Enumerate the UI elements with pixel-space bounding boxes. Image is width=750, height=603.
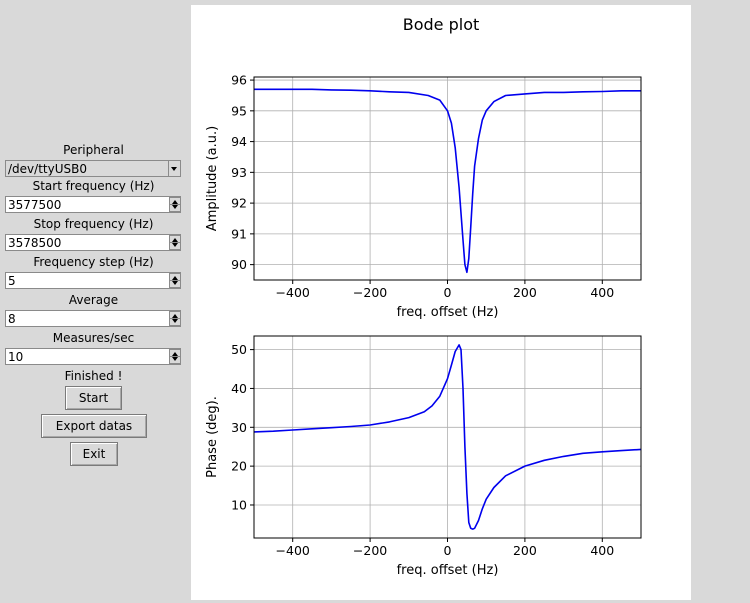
y-tick-label: 94 <box>231 134 247 149</box>
y-tick-label: 92 <box>231 196 247 211</box>
series-line <box>253 344 642 530</box>
spin-arrows-icon[interactable] <box>169 349 181 364</box>
y-tick-label: 90 <box>231 257 247 272</box>
peripheral-label: Peripheral <box>63 143 124 157</box>
x-tick-label: 200 <box>513 285 537 300</box>
x-tick-label: −200 <box>353 543 387 558</box>
y-axis-label: Phase (deg). <box>205 396 220 478</box>
chevron-down-icon[interactable] <box>168 161 180 176</box>
y-tick-label: 10 <box>231 497 247 512</box>
y-tick-label: 40 <box>231 381 247 396</box>
frequency-step-spinbox[interactable]: 5 <box>5 272 181 289</box>
x-tick-label: −200 <box>353 285 387 300</box>
measures-label: Measures/sec <box>52 331 135 345</box>
peripheral-value: /dev/ttyUSB0 <box>8 162 87 176</box>
start-button[interactable]: Start <box>65 386 122 410</box>
figure-title: Bode plot <box>402 15 480 34</box>
spin-arrows-icon[interactable] <box>169 273 181 288</box>
stop-frequency-value: 3578500 <box>8 236 62 250</box>
average-value: 8 <box>8 312 16 326</box>
y-axis-label: Amplitude (a.u.) <box>205 126 220 231</box>
start-frequency-label: Start frequency (Hz) <box>32 179 155 193</box>
chart-2: −400 −200 0 200 400 10 20 30 40 50 freq. offset (H… <box>205 335 642 578</box>
y-tick-label: 20 <box>231 459 247 474</box>
y-tick-label: 93 <box>231 165 247 180</box>
start-frequency-value: 3577500 <box>8 198 62 212</box>
average-spinbox[interactable]: 8 <box>5 310 181 327</box>
x-axis-label: freq. offset (Hz) <box>397 305 499 320</box>
exit-button[interactable]: Exit <box>70 442 118 466</box>
frequency-step-label: Frequency step (Hz) <box>33 255 154 269</box>
start-frequency-spinbox[interactable]: 3577500 <box>5 196 181 213</box>
stop-frequency-spinbox[interactable]: 3578500 <box>5 234 181 251</box>
average-label: Average <box>68 293 119 307</box>
spin-arrows-icon[interactable] <box>169 235 181 250</box>
measures-spinbox[interactable]: 10 <box>5 348 181 365</box>
y-tick-label: 96 <box>231 73 247 88</box>
spin-arrows-icon[interactable] <box>169 311 181 326</box>
export-datas-button[interactable]: Export datas <box>41 414 147 438</box>
x-tick-label: 0 <box>444 543 452 558</box>
stop-frequency-label: Stop frequency (Hz) <box>33 217 154 231</box>
x-tick-label: 200 <box>513 543 537 558</box>
series-line <box>254 88 641 274</box>
frequency-step-value: 5 <box>8 274 16 288</box>
y-tick-label: 30 <box>231 420 247 435</box>
y-tick-label: 95 <box>231 103 247 118</box>
chart-1: −400 −200 0 200 400 90 91 92 93 94 95 96 freq. offse… <box>205 73 642 320</box>
measures-value: 10 <box>8 350 24 364</box>
plot-canvas: Bode plot −400 −200 0 200 400 90 91 92 93 94 95 96 f… <box>191 5 691 600</box>
x-axis-label: freq. offset (Hz) <box>397 563 499 578</box>
x-tick-label: −400 <box>276 285 310 300</box>
control-panel: Peripheral /dev/ttyUSB0 Start frequency … <box>0 0 187 600</box>
x-tick-label: 0 <box>444 285 452 300</box>
y-tick-label: 50 <box>231 342 247 357</box>
x-tick-label: 400 <box>590 543 614 558</box>
y-tick-label: 91 <box>231 226 247 241</box>
status-text: Finished ! <box>64 369 123 383</box>
x-tick-label: 400 <box>590 285 614 300</box>
spin-arrows-icon[interactable] <box>169 197 181 212</box>
x-tick-label: −400 <box>276 543 310 558</box>
peripheral-combobox[interactable]: /dev/ttyUSB0 <box>5 160 181 177</box>
